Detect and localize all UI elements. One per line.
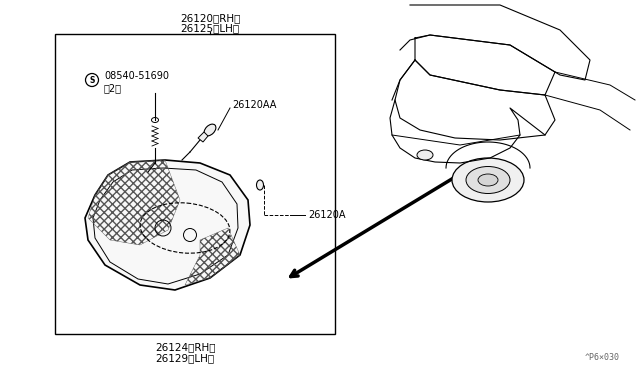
Ellipse shape — [204, 124, 216, 136]
Ellipse shape — [417, 150, 433, 160]
Text: 26120A: 26120A — [308, 210, 346, 220]
Text: 〈2〉: 〈2〉 — [104, 83, 122, 93]
Ellipse shape — [452, 158, 524, 202]
Polygon shape — [85, 160, 250, 290]
Ellipse shape — [86, 74, 99, 87]
Text: 26129〈LH〉: 26129〈LH〉 — [156, 353, 214, 363]
Ellipse shape — [466, 167, 510, 193]
Polygon shape — [198, 132, 208, 142]
Ellipse shape — [478, 174, 498, 186]
Bar — [55, 34, 335, 334]
Text: 26120〈RH〉: 26120〈RH〉 — [180, 13, 240, 23]
Text: 26120AA: 26120AA — [232, 100, 276, 110]
Text: 08540-51690: 08540-51690 — [104, 71, 169, 81]
Text: 26124〈RH〉: 26124〈RH〉 — [155, 342, 215, 352]
Text: S: S — [90, 76, 95, 84]
Text: ^P6×030: ^P6×030 — [585, 353, 620, 362]
Ellipse shape — [152, 118, 159, 122]
Ellipse shape — [257, 180, 264, 190]
Text: 26125〈LH〉: 26125〈LH〉 — [180, 23, 239, 33]
